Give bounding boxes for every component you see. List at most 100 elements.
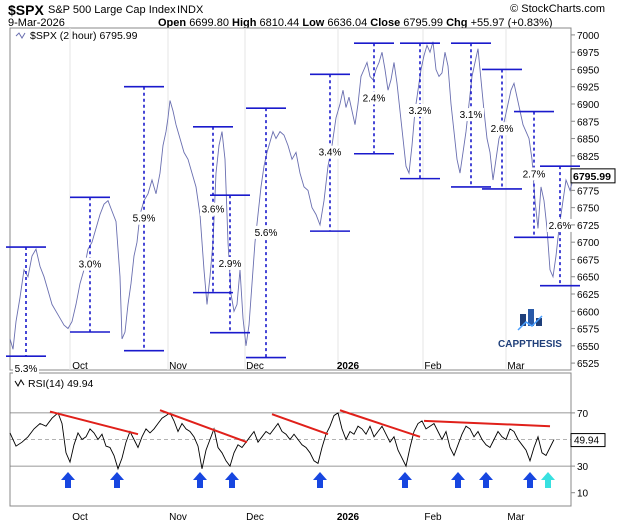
bracket-label-bg xyxy=(77,257,103,271)
low-label: Low xyxy=(302,17,325,29)
price-ytick-label: 6825 xyxy=(577,152,600,163)
bracket-label: 2.4% xyxy=(363,93,386,104)
up-arrow-icon xyxy=(398,472,412,488)
high-label: High xyxy=(232,17,257,29)
price-x-label: Oct xyxy=(72,361,88,372)
rsi-trendline xyxy=(339,409,421,438)
price-ytick-label: 6625 xyxy=(577,290,600,301)
price-ytick-label: 6650 xyxy=(577,273,600,284)
price-ytick-label: 6875 xyxy=(577,117,600,128)
bracket-label: 2.6% xyxy=(549,221,572,232)
chg-value: +55.97 (+0.83%) xyxy=(470,17,553,29)
price-ytick-label: 6775 xyxy=(577,186,600,197)
price-ytick-label: 6925 xyxy=(577,83,600,94)
bracket-label: 2.9% xyxy=(219,259,242,270)
close-value: 6795.99 xyxy=(403,17,444,29)
bracket-label-bg xyxy=(131,211,157,225)
header-date: 9-Mar-2026 xyxy=(8,17,65,29)
open-value: 6699.80 xyxy=(189,17,229,29)
rsi-trendline xyxy=(159,409,248,444)
bracket-label-bg xyxy=(407,103,433,117)
price-x-label: Dec xyxy=(246,361,264,372)
header-ticker: $SPX xyxy=(8,2,44,18)
price-tag-box xyxy=(570,168,616,184)
up-arrow-icon xyxy=(541,472,555,488)
header-exchange: INDX xyxy=(177,4,204,16)
bracket-label-bg xyxy=(13,362,39,376)
price-tag-text: 6795.99 xyxy=(573,171,611,183)
logo-text: CAPPTHESIS xyxy=(498,339,562,350)
price-ytick-label: 6600 xyxy=(577,307,600,318)
rsi-x-label: Nov xyxy=(169,512,187,523)
bracket-label: 2.6% xyxy=(491,124,514,135)
price-legend: $SPX (2 hour) 6795.99 xyxy=(15,30,138,42)
bracket-label-bg xyxy=(489,122,515,136)
logo-mark xyxy=(520,314,526,326)
rsi-line xyxy=(9,412,555,471)
up-arrow-icon xyxy=(61,472,75,488)
header-ohlc: Open 6699.80 High 6810.44 Low 6636.04 Cl… xyxy=(158,17,553,29)
price-ytick-label: 6725 xyxy=(577,221,600,232)
rsi-trendline xyxy=(423,419,551,428)
price-line xyxy=(9,41,575,350)
price-ytick-label: 6975 xyxy=(577,48,600,59)
logo-mark xyxy=(528,309,534,326)
bracket-label-bg xyxy=(547,218,573,232)
rsi-tag-box xyxy=(570,433,606,448)
bracket-label: 3.6% xyxy=(202,205,225,216)
bracket-label: 2.7% xyxy=(523,169,546,180)
price-ytick-label: 6850 xyxy=(577,135,600,146)
logo-trend-icon xyxy=(517,315,543,331)
rsi-tag-text: 49.94 xyxy=(574,436,599,447)
bracket-label-bg xyxy=(253,225,279,239)
price-ytick-label: 6550 xyxy=(577,342,600,353)
bracket-label-bg xyxy=(217,256,243,270)
price-ytick-label: 6575 xyxy=(577,325,600,336)
rsi-x-label: Mar xyxy=(507,512,525,523)
bracket-label-bg xyxy=(361,91,387,105)
rsi-x-label: Feb xyxy=(424,512,442,523)
rsi-ytick-label: 30 xyxy=(577,462,589,473)
price-x-label: Nov xyxy=(169,361,187,372)
open-label: Open xyxy=(158,17,187,29)
bracket-label-bg xyxy=(458,108,484,122)
bracket-label: 3.2% xyxy=(409,106,432,117)
price-ytick-label: 6700 xyxy=(577,238,600,249)
rsi-x-label: 2026 xyxy=(337,512,360,523)
chg-label: Chg xyxy=(446,17,468,29)
bracket-label-bg xyxy=(317,145,343,159)
price-last-tag: 6795.99 xyxy=(570,168,616,184)
price-ytick-label: 6675 xyxy=(577,255,600,266)
price-legend-text: $SPX (2 hour) 6795.99 xyxy=(30,30,138,42)
price-ytick-label: 6750 xyxy=(577,204,600,215)
rsi-x-label: Dec xyxy=(246,512,264,523)
header-copyright: © StockCharts.com xyxy=(510,3,605,15)
logo-mark xyxy=(536,318,542,326)
bracket-label: 3.0% xyxy=(79,260,102,271)
bracket-label: 5.6% xyxy=(255,228,278,239)
price-x-label: Mar xyxy=(507,361,525,372)
price-x-label: 2026 xyxy=(337,361,360,372)
legend-line-icon xyxy=(15,32,26,39)
price-ytick-label: 7000 xyxy=(577,31,600,42)
price-panel xyxy=(9,27,572,371)
price-ytick-label: 6525 xyxy=(577,359,600,370)
legend-line-icon xyxy=(14,378,25,388)
bracket-label-bg xyxy=(521,167,547,181)
rsi-ytick-label: 10 xyxy=(577,489,589,500)
price-ytick-label: 6900 xyxy=(577,100,600,111)
price-ytick-label: 6950 xyxy=(577,65,600,76)
low-value: 6636.04 xyxy=(327,17,368,29)
rsi-trendline xyxy=(49,410,139,436)
rsi-trendline xyxy=(271,413,329,436)
up-arrow-icon xyxy=(523,472,537,488)
bracket-label: 3.4% xyxy=(319,148,342,159)
high-value: 6810.44 xyxy=(259,17,300,29)
rsi-x-label: Oct xyxy=(72,512,88,523)
header-name: S&P 500 Large Cap Index xyxy=(48,4,176,16)
up-arrow-icon xyxy=(313,472,327,488)
up-arrow-icon xyxy=(110,472,124,488)
up-arrow-icon xyxy=(193,472,207,488)
rsi-last-tag: 49.94 xyxy=(570,433,606,448)
bracket-label-bg xyxy=(200,202,226,216)
